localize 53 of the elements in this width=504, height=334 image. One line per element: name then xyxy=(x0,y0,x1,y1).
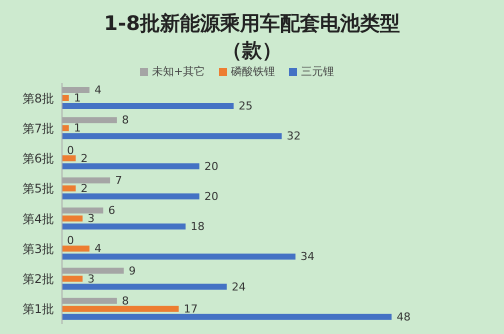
y-tick-label: 第7批 xyxy=(22,121,54,136)
bar xyxy=(62,125,69,132)
bar xyxy=(62,133,282,140)
bar xyxy=(62,95,69,101)
data-label: 3 xyxy=(88,212,95,225)
data-label: 18 xyxy=(190,220,205,233)
data-label: 1 xyxy=(74,92,81,104)
data-label: 34 xyxy=(300,250,314,264)
data-label: 0 xyxy=(67,144,74,157)
data-label: 2 xyxy=(80,152,88,165)
bar xyxy=(62,224,186,230)
bar xyxy=(62,185,76,192)
legend-label: 三元锂 xyxy=(300,64,334,79)
y-tick-label: 第4批 xyxy=(22,212,54,226)
bar xyxy=(62,314,392,320)
y-tick-label: 第1批 xyxy=(22,302,54,316)
y-tick-label: 第8批 xyxy=(22,91,54,106)
data-label: 2 xyxy=(80,182,88,195)
legend-label: 未知+其它 xyxy=(150,64,206,79)
data-label: 17 xyxy=(184,302,198,316)
y-tick-label: 第5批 xyxy=(22,182,54,196)
data-label: 20 xyxy=(204,190,218,203)
y-tick-label: 第3批 xyxy=(22,242,54,256)
bar xyxy=(62,103,234,109)
data-label: 8 xyxy=(122,114,129,127)
data-label: 8 xyxy=(122,294,129,308)
data-label: 4 xyxy=(94,242,102,256)
y-tick-label: 第2批 xyxy=(22,272,54,286)
bar xyxy=(62,163,200,170)
data-label: 9 xyxy=(128,264,136,278)
bar xyxy=(62,276,83,282)
data-label: 6 xyxy=(108,204,116,217)
bar xyxy=(62,193,200,200)
bar xyxy=(62,246,90,252)
data-label: 7 xyxy=(115,174,122,187)
bar xyxy=(62,216,83,222)
bar xyxy=(62,155,76,162)
bar xyxy=(62,306,179,312)
data-label: 25 xyxy=(238,100,253,112)
data-label: 24 xyxy=(232,280,246,294)
data-label: 4 xyxy=(94,84,102,96)
bar xyxy=(62,254,296,260)
legend-label: 磷酸铁锂 xyxy=(230,64,276,79)
bar xyxy=(62,284,227,290)
data-label: 3 xyxy=(88,272,95,286)
data-label: 0 xyxy=(67,234,74,248)
chart-subtitle: （款） xyxy=(221,37,283,64)
data-label: 20 xyxy=(204,160,218,173)
data-label: 32 xyxy=(286,130,301,143)
data-label: 48 xyxy=(396,310,411,324)
y-tick-label: 第6批 xyxy=(22,152,54,166)
chart-title: 1-8批新能源乘用车配套电池类型 xyxy=(102,10,402,37)
data-label: 1 xyxy=(74,122,81,135)
